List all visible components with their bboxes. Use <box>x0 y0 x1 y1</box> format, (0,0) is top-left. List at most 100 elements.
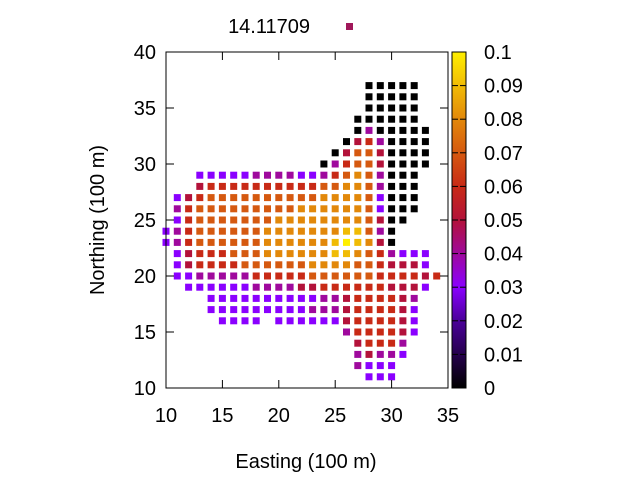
colorbar-tick-label: 0.01 <box>484 344 523 366</box>
heatmap-cell <box>365 283 373 291</box>
heatmap-cell <box>376 328 384 336</box>
x-tick-label: 25 <box>324 405 346 427</box>
heatmap-cell <box>376 350 384 358</box>
heatmap-cell <box>399 194 407 202</box>
heatmap-cell <box>264 306 271 314</box>
heatmap-cell <box>286 238 294 246</box>
heatmap-cell <box>354 182 362 190</box>
colorbar-tick-label: 0.05 <box>484 210 523 232</box>
heatmap-cell <box>230 272 238 280</box>
heatmap-cell <box>376 171 384 179</box>
heatmap-cell <box>185 238 193 246</box>
heatmap-cell <box>275 250 283 258</box>
heatmap-cell <box>354 216 362 224</box>
heatmap-cell <box>410 93 418 101</box>
heatmap-cell <box>230 182 238 190</box>
heatmap-cell <box>185 283 193 291</box>
heatmap-cell <box>365 93 373 101</box>
y-axis: 10 15 20 25 30 35 40 <box>134 42 448 400</box>
x-tick-label: 15 <box>211 405 233 427</box>
heatmap-cell <box>320 306 328 314</box>
heatmap-cell <box>320 182 328 190</box>
heatmap-cell <box>241 306 249 314</box>
heatmap-cell <box>207 182 215 190</box>
heatmap-cell <box>388 306 396 314</box>
heatmap-cell <box>320 205 328 213</box>
x-tick-label: 35 <box>437 405 459 427</box>
heatmap-cell <box>264 250 271 258</box>
heatmap-cell <box>410 250 418 258</box>
heatmap-cell <box>252 272 260 280</box>
heatmap-cell <box>365 149 373 157</box>
heatmap-cell <box>275 283 283 291</box>
heatmap-cell <box>365 227 373 235</box>
heatmap-cell <box>241 205 249 213</box>
heatmap-cell <box>286 294 294 302</box>
heatmap-cell <box>230 238 238 246</box>
heatmap-cell <box>218 317 226 325</box>
heatmap-cell <box>185 272 193 280</box>
heatmap-cell <box>309 227 317 235</box>
heatmap-cell <box>343 194 350 202</box>
heatmap-cell <box>410 205 418 213</box>
heatmap-cell <box>275 171 283 179</box>
heatmap-cell <box>297 306 305 314</box>
heatmap-cell <box>185 194 193 202</box>
heatmap-cell <box>365 126 373 134</box>
heatmap-cell <box>196 283 204 291</box>
heatmap-cell <box>376 205 384 213</box>
heatmap-cell <box>376 194 384 202</box>
heatmap-cell <box>354 272 362 280</box>
heatmap-cell <box>399 294 407 302</box>
heatmap-cell <box>185 261 193 269</box>
heatmap-cell <box>173 261 181 269</box>
heatmap-cell <box>207 171 215 179</box>
x-tick-label: 20 <box>268 405 290 427</box>
heatmap-cell <box>410 82 418 90</box>
heatmap-cell <box>320 294 328 302</box>
heatmap-cell <box>354 350 362 358</box>
heatmap-cell <box>297 171 305 179</box>
heatmap-cell <box>241 250 249 258</box>
heatmap-cell <box>173 250 181 258</box>
heatmap-cell <box>264 205 271 213</box>
heatmap-cell <box>207 216 215 224</box>
heatmap-cell <box>218 272 226 280</box>
heatmap-cell <box>320 194 328 202</box>
heatmap-cell <box>320 238 328 246</box>
heatmap-cell <box>275 205 283 213</box>
heatmap-cell <box>399 250 407 258</box>
heatmap-cell <box>365 216 373 224</box>
heatmap-cell <box>173 194 181 202</box>
heatmap-cell <box>331 283 339 291</box>
heatmap-cell <box>354 250 362 258</box>
heatmap-cell <box>275 227 283 235</box>
heatmap-cell <box>410 138 418 146</box>
y-tick-label: 15 <box>134 322 156 344</box>
heatmap-cell <box>331 261 339 269</box>
heatmap-cell <box>241 238 249 246</box>
heatmap-cell <box>218 182 226 190</box>
heatmap-cell <box>207 250 215 258</box>
heatmap-cell <box>399 216 407 224</box>
heatmap-cell <box>252 306 260 314</box>
heatmap-cell <box>286 250 294 258</box>
heatmap-cell <box>365 138 373 146</box>
heatmap-cell <box>343 205 350 213</box>
heatmap-cell <box>275 182 283 190</box>
heatmap-cell <box>376 317 384 325</box>
heatmap-cell <box>331 171 339 179</box>
heatmap-cell <box>365 205 373 213</box>
heatmap-cell <box>376 227 384 235</box>
heatmap-cell <box>376 149 384 157</box>
heatmap-cell <box>264 294 271 302</box>
heatmap-cell <box>388 171 396 179</box>
heatmap-cell <box>376 138 384 146</box>
heatmap-cell <box>399 93 407 101</box>
heatmap-cell <box>185 250 193 258</box>
y-tick-label: 25 <box>134 210 156 232</box>
heatmap-cell <box>365 306 373 314</box>
heatmap-cell <box>343 306 350 314</box>
heatmap-cell <box>230 294 238 302</box>
